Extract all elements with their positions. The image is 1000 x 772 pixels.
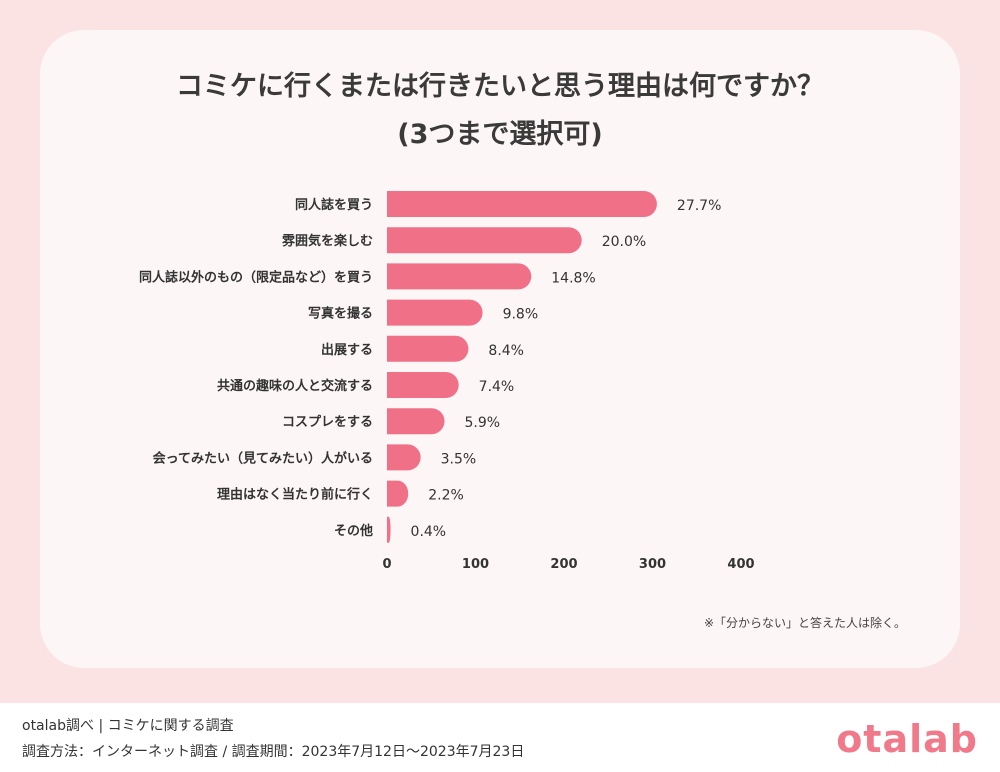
category-label: 同人誌以外のもの（限定品など）を買う — [139, 269, 373, 285]
bar — [387, 263, 532, 290]
bar — [387, 227, 582, 254]
footer-method: 調査方法：インターネット調査 / 調査期間：2023年7月12日〜2023年7月… — [22, 744, 525, 760]
data-label: 9.8% — [503, 307, 539, 323]
x-tick-label: 300 — [639, 557, 666, 572]
bar — [387, 191, 657, 217]
chart-card — [40, 30, 960, 668]
bar — [387, 408, 445, 435]
category-label: その他 — [334, 523, 373, 539]
x-tick-label: 400 — [727, 557, 754, 572]
bar — [387, 444, 421, 471]
data-label: 27.7% — [677, 198, 721, 214]
category-label: 同人誌を買う — [295, 197, 373, 213]
category-label: 理由はなく当たり前に行く — [217, 487, 373, 503]
data-label: 5.9% — [465, 415, 501, 431]
chart-subtitle: (3つまで選択可) — [397, 119, 603, 150]
otalab-logo[interactable]: otalab — [836, 717, 978, 761]
category-label: 会ってみたい（見てみたい）人がいる — [153, 450, 373, 466]
bar — [387, 299, 483, 326]
category-label: 共通の趣味の人と交流する — [217, 378, 373, 394]
bar-chart: 同人誌を買う 27.7% 雰囲気を楽しむ 20.0% 同人誌以外のもの（限定品など）を買… — [139, 191, 755, 572]
bar — [387, 372, 459, 398]
data-label: 3.5% — [441, 451, 477, 467]
footer-source: otalab調べ | コミケに関する調査 — [22, 718, 234, 734]
bar — [387, 335, 469, 362]
x-tick-label: 0 — [382, 557, 391, 572]
data-label: 2.2% — [428, 488, 464, 504]
category-label: コスプレをする — [282, 415, 373, 430]
bar — [387, 480, 409, 507]
x-tick-label: 200 — [550, 557, 577, 572]
data-label: 8.4% — [488, 343, 524, 359]
data-label: 14.8% — [551, 270, 595, 286]
category-label: 雰囲気を楽しむ — [282, 233, 373, 249]
footnote: ※「分からない」と答えた人は除く。 — [703, 616, 906, 630]
data-label: 0.4% — [411, 524, 447, 540]
x-tick-label: 100 — [462, 557, 489, 572]
chart-title: コミケに行くまたは行きたいと思う理由は何ですか？ — [176, 71, 824, 102]
category-label: 写真を撮る — [308, 306, 373, 322]
footer: otalab調べ | コミケに関する調査 調査方法：インターネット調査 / 調査… — [0, 703, 1000, 772]
data-label: 20.0% — [602, 234, 646, 250]
category-label: 出展する — [321, 342, 373, 358]
bar — [387, 516, 391, 543]
data-label: 7.4% — [479, 379, 515, 395]
